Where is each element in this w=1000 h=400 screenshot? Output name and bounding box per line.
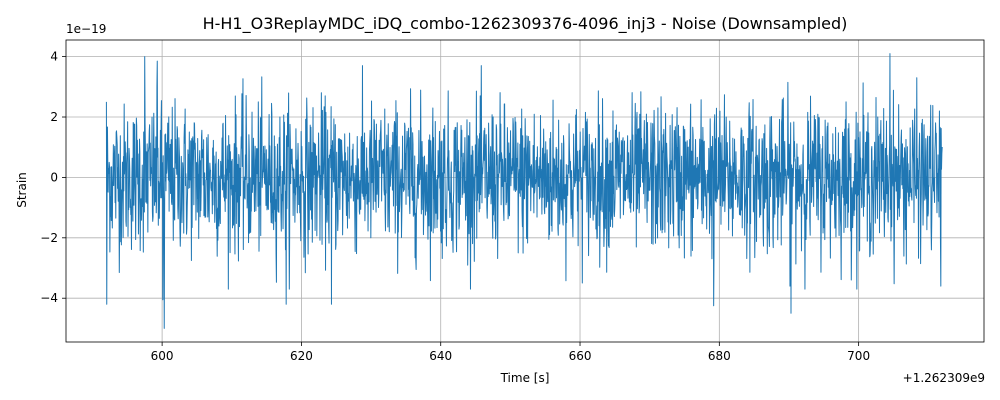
x-tick-label: 700: [847, 349, 870, 363]
noise-series-line: [105, 53, 943, 329]
x-tick-label: 640: [429, 349, 452, 363]
series-layer: [105, 53, 943, 329]
x-tick-label: 600: [151, 349, 174, 363]
y-tick-label: −2: [40, 231, 58, 245]
x-axis-offset-label: +1.262309e9: [903, 371, 985, 385]
y-tick-label: 0: [50, 170, 58, 184]
y-axis-label: Strain: [15, 172, 29, 208]
x-tick-label: 620: [290, 349, 313, 363]
y-tick-label: −4: [40, 291, 58, 305]
y-tick-label: 2: [50, 110, 58, 124]
tick-marks: [62, 56, 860, 346]
plot-frame: [65, 39, 985, 343]
x-tick-label: 680: [708, 349, 731, 363]
y-tick-label: 4: [50, 50, 58, 64]
y-axis-scale-label: 1e−19: [66, 22, 106, 36]
tick-labels: 600 620 640 660 680 700 −4 −2 0 2 4: [40, 50, 870, 363]
x-tick-label: 660: [569, 349, 592, 363]
x-axis-label: Time [s]: [500, 371, 550, 385]
chart-title: H-H1_O3ReplayMDC_iDQ_combo-1262309376-40…: [203, 14, 848, 34]
